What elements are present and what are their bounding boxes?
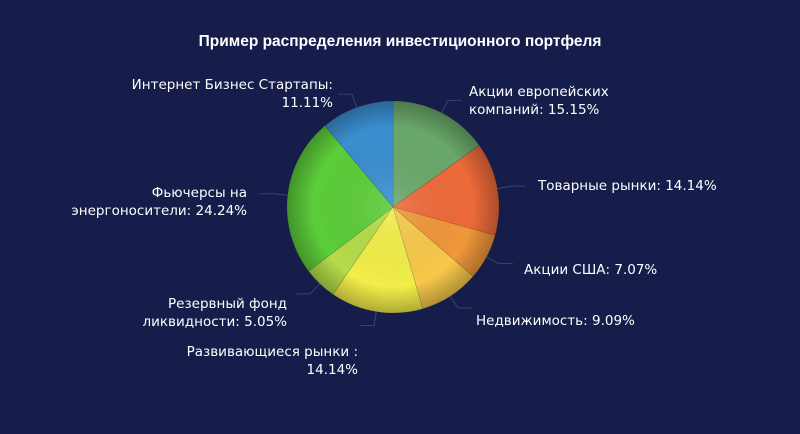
label-line: Развивающиеся рынки : xyxy=(186,344,358,360)
label-commodities: Товарные рынки: 14.14% xyxy=(538,177,717,195)
label-line: Резервный фонд xyxy=(168,296,287,312)
label-line: Фьючерсы на xyxy=(151,185,247,201)
leader-line xyxy=(296,283,321,295)
leader-lines xyxy=(259,93,526,326)
pie-slices xyxy=(286,100,500,314)
label-line: 14.14% xyxy=(306,362,358,378)
label-real-estate: Недвижимость: 9.09% xyxy=(476,312,635,330)
leader-line xyxy=(360,311,377,326)
label-emerging-markets: Развивающиеся рынки : 14.14% xyxy=(187,343,358,379)
label-line: 11.11% xyxy=(281,95,333,111)
label-line: Недвижимость: 9.09% xyxy=(476,313,635,329)
leader-line xyxy=(259,193,288,196)
label-line: энергоносители: 24.24% xyxy=(71,203,247,219)
chart-title: Пример распределения инвестиционного пор… xyxy=(198,33,602,50)
label-european-stocks: Акции европейских компаний: 15.15% xyxy=(469,83,609,119)
label-line: ликвидности: 5.05% xyxy=(142,314,288,330)
leader-line xyxy=(441,99,462,114)
label-energy-futures: Фьючерсы на энергоносители: 24.24% xyxy=(71,184,247,220)
label-us-stocks: Акции США: 7.07% xyxy=(524,261,657,279)
leader-line xyxy=(337,93,358,108)
label-line: Акции США: 7.07% xyxy=(524,262,658,278)
leader-line xyxy=(486,256,513,265)
label-reserve-fund: Резервный фонд ликвидности: 5.05% xyxy=(143,295,288,331)
label-internet-startups: Интернет Бизнес Стартапы: 11.11% xyxy=(132,76,333,112)
label-line: Интернет Бизнес Стартапы: xyxy=(131,77,333,93)
label-line: компаний: 15.15% xyxy=(469,102,600,118)
leader-line xyxy=(449,295,472,309)
label-line: Товарные рынки: 14.14% xyxy=(538,178,717,194)
leader-line xyxy=(497,185,526,190)
label-line: Акции европейских xyxy=(469,84,609,100)
